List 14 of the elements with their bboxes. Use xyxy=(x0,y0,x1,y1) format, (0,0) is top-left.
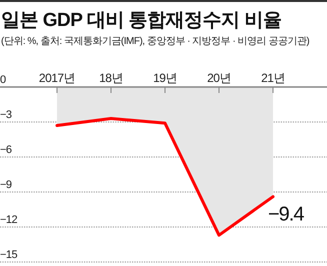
y-tick-label: −3 xyxy=(0,109,12,121)
data-label: −9.4 xyxy=(268,204,304,226)
y-tick-label: −9 xyxy=(0,179,12,191)
x-tick-label: 2017년 xyxy=(38,71,76,85)
x-tick-label: 18년 xyxy=(99,71,123,85)
chart-subtitle: (단위: %, 출처: 국제통화기금(IMF), 중앙정부 · 지방정부 · 비영리 공공기관) xyxy=(1,36,310,47)
chart-title: 일본 GDP 대비 통합재정수지 비율 xyxy=(1,10,282,31)
y-tick-label: −12 xyxy=(0,214,18,226)
y-tick-label: 0 xyxy=(0,74,6,86)
x-tick-label: 20년 xyxy=(207,71,231,85)
x-tick-label: 21년 xyxy=(261,71,285,85)
y-tick-label: −6 xyxy=(0,144,12,156)
y-tick-label: −15 xyxy=(0,249,18,261)
x-tick-label: 19년 xyxy=(153,71,177,85)
